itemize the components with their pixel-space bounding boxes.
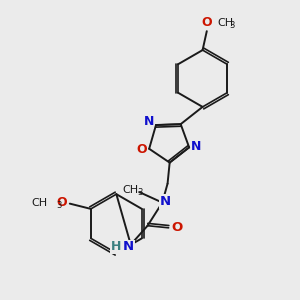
Text: CH: CH xyxy=(217,18,233,28)
Text: 3: 3 xyxy=(229,21,234,30)
Text: O: O xyxy=(171,221,183,234)
Text: 3: 3 xyxy=(137,188,143,196)
Text: 3: 3 xyxy=(57,201,62,210)
Text: H: H xyxy=(111,240,121,253)
Text: N: N xyxy=(143,116,154,128)
Text: O: O xyxy=(202,16,212,29)
Text: CH: CH xyxy=(123,185,139,195)
Text: N: N xyxy=(191,140,202,153)
Text: N: N xyxy=(160,195,171,208)
Text: CH: CH xyxy=(32,198,48,208)
Text: O: O xyxy=(136,143,147,156)
Text: N: N xyxy=(123,240,134,253)
Text: O: O xyxy=(56,196,67,209)
